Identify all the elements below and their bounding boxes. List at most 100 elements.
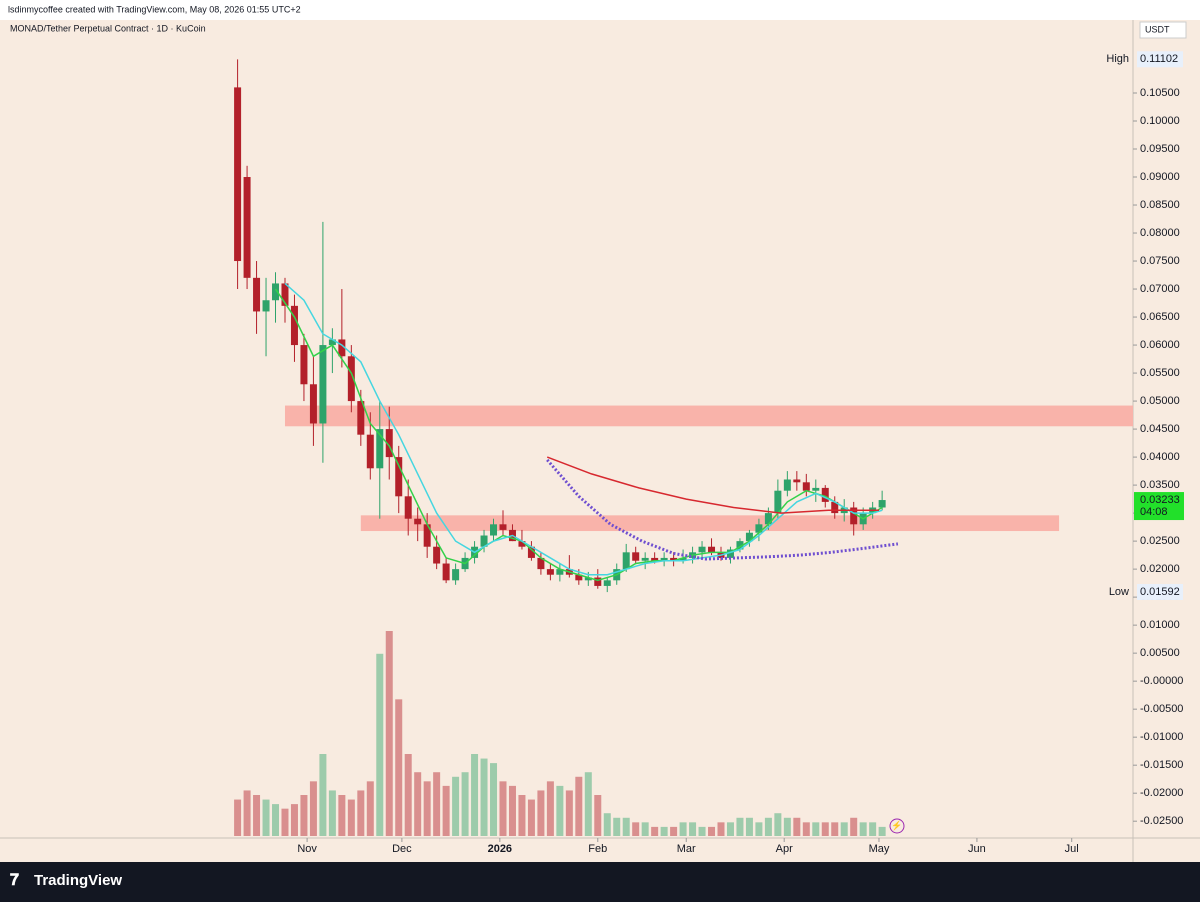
y-tick-label: -0.00500 [1140,703,1183,715]
y-tick-label: 0.01000 [1140,619,1180,631]
y-tick-label: 0.05500 [1140,367,1180,379]
volume-bar [812,822,820,836]
y-tick-label: 0.02000 [1140,563,1180,575]
candle-body [651,557,659,561]
y-tick-label: 0.00500 [1140,647,1180,659]
volume-bar [613,817,621,836]
y-tick-label: 0.10000 [1140,115,1180,127]
y-tick-label: 0.08500 [1140,199,1180,211]
volume-bar [471,754,479,836]
candle-body [272,283,280,301]
candle-body [594,577,602,586]
header-text: lsdinmycoffee created with TradingView.c… [8,4,301,14]
logo-mark: 𝟕 [10,872,19,889]
candle-body [632,552,640,561]
y-tick-label: 0.09000 [1140,171,1180,183]
candle-body [679,557,687,561]
high-value: 0.11102 [1140,53,1178,65]
volume-bar [243,790,251,836]
candle-body [831,501,839,514]
candle-body [755,524,763,533]
volume-bar [537,790,545,836]
high-box [1137,51,1183,68]
x-tick-label: Nov [297,843,317,855]
volume-bar [802,822,810,836]
volume-bar [698,826,706,836]
indicator-line [284,282,883,576]
y-tick-label: 0.10500 [1140,87,1180,99]
y-tick-label: 0.07000 [1140,283,1180,295]
candle-body [480,535,488,547]
zone [360,515,1060,532]
volume-bar [584,772,592,836]
y-tick-label: 0.05000 [1140,395,1180,407]
volume-bar [831,822,839,836]
candle-body [433,546,441,564]
candle-body [414,518,422,525]
candle-body [783,479,791,491]
volume-bar [508,785,516,836]
x-tick-label: 2026 [488,843,512,855]
volume-bar [679,822,687,836]
candle-body [622,552,630,570]
candle-body [281,283,289,306]
volume-bar [594,795,602,836]
volume-bar [300,795,308,836]
candle-body [556,569,564,575]
candle-body [745,532,753,542]
volume-bar [518,795,526,836]
volume-bar [433,772,441,836]
volume-bar [556,785,564,836]
volume-bar [490,763,498,836]
candle-body [546,569,554,575]
event-icon [889,818,905,834]
volume-bar [366,781,374,836]
volume-bar [452,776,460,836]
x-tick-label: Jul [1065,843,1079,855]
indicator-line [546,458,899,561]
candle-body [338,339,346,357]
candle-body [575,574,583,581]
volume-bar [272,804,280,836]
volume-bar [546,781,554,836]
volume-bar [859,822,867,836]
y-tick-label: 0.09500 [1140,143,1180,155]
candle-body [423,524,431,547]
y-tick-label: 0.07500 [1140,255,1180,267]
candle-body [290,305,298,346]
volume-bar [309,781,317,836]
chart-title: MONAD/Tether Perpetual Contract · 1D · K… [10,23,206,33]
y-tick-label: -0.02500 [1140,815,1183,827]
candle-body [395,457,403,497]
volume-bar [793,817,801,836]
volume-bar [670,826,678,836]
candle-body [347,356,355,402]
volume-bar [328,790,336,836]
zone [284,405,1133,427]
candle-body [850,507,858,525]
volume-bar [689,822,697,836]
candle-body [726,549,734,558]
volume-bar [878,826,886,836]
candle-body [309,384,317,424]
x-tick-label: Dec [392,843,412,855]
candle-body [442,563,450,581]
header-bar [0,0,1200,20]
volume-bar [774,813,782,836]
volume-bar [338,795,346,836]
low-value: 0.01592 [1140,586,1180,598]
y-tick-label: 0.04000 [1140,451,1180,463]
last-price-box [1134,492,1184,521]
candle-body [812,487,820,491]
candle-body [793,479,801,483]
candle-body [385,429,393,458]
indicator-line [546,456,879,514]
volume-bar [423,781,431,836]
volume-bar [745,817,753,836]
low-box [1137,583,1183,600]
volume-bar [319,754,327,836]
candle-body [376,429,384,469]
x-tick-label: May [869,843,890,855]
countdown: 04:08 [1140,506,1168,518]
